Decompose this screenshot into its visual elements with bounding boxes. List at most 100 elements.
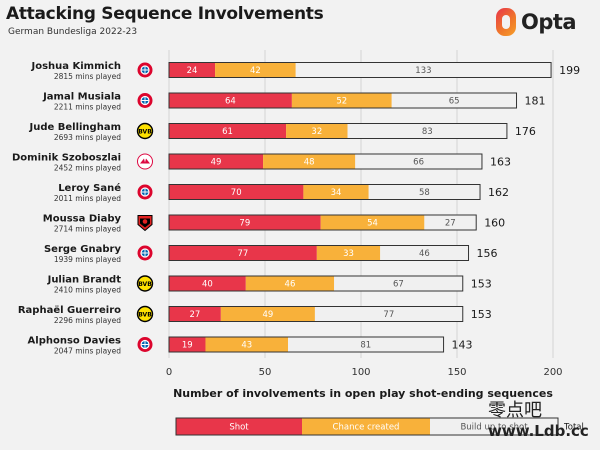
bayern-badge-icon	[137, 245, 153, 261]
opta-logo-icon	[496, 8, 516, 36]
bar-value-label: 66	[413, 158, 424, 168]
bayern-badge-icon	[137, 184, 153, 200]
bar-value-label: 79	[239, 219, 250, 229]
x-tick-label: 50	[259, 367, 272, 378]
bar-value-label: 54	[367, 219, 378, 229]
bar-segment-build-up	[424, 215, 477, 230]
opta-logo-text: Opta	[521, 10, 577, 34]
bayern-badge-icon	[137, 337, 153, 352]
legend-swatch	[430, 418, 558, 435]
bayern-badge-icon	[137, 93, 153, 108]
bar-outline	[168, 153, 483, 170]
player-name: Dominik Szoboszlai	[12, 153, 121, 164]
svg-text:BVB: BVB	[138, 129, 152, 136]
bar-value-label: 34	[331, 188, 342, 198]
dortmund-badge-icon: BVB	[136, 275, 154, 292]
bar-outline	[168, 306, 464, 322]
bar-outline	[168, 62, 552, 78]
bar-segment-build-up	[380, 245, 469, 261]
x-axis-label: Number of involvements in open play shot…	[173, 387, 553, 400]
bar-value-label: 33	[343, 249, 354, 259]
player-minutes: 2815 mins played	[54, 72, 121, 81]
bar-segment-shot	[169, 62, 216, 78]
bar-outline	[168, 275, 464, 292]
bar-segment-shot	[169, 276, 246, 291]
bar-value-label: 83	[422, 127, 433, 137]
legend-outline	[175, 417, 559, 436]
bar-segment-shot	[169, 215, 321, 230]
bar-segment-build-up	[391, 93, 517, 108]
bar-segment-build-up	[355, 154, 482, 169]
bar-value-label: 43	[241, 341, 252, 351]
legend-label: Shot	[229, 423, 249, 433]
bar-value-label: 40	[202, 280, 213, 290]
bar-total-label: 160	[484, 217, 505, 230]
bar-total-label: 163	[490, 156, 511, 169]
player-minutes: 2410 mins played	[54, 286, 121, 295]
bar-segment-build-up	[314, 306, 463, 322]
legend-label: Chance created	[333, 423, 400, 433]
legend-total-label: Total	[563, 423, 584, 433]
chart-title: Attacking Sequence Involvements	[6, 4, 324, 24]
bar-value-label: 48	[304, 158, 315, 168]
bar-value-label: 65	[449, 97, 460, 107]
player-name: Jude Bellingham	[28, 122, 121, 133]
chart-subtitle: German Bundesliga 2022-23	[8, 27, 138, 37]
bar-total-label: 162	[488, 186, 509, 199]
bar-total-label: 153	[471, 278, 492, 291]
bar-value-label: 58	[419, 188, 430, 198]
bar-value-label: 49	[262, 310, 273, 320]
bar-segment-shot	[169, 93, 292, 108]
bar-total-label: 181	[525, 95, 546, 108]
bar-outline	[168, 214, 477, 231]
bar-value-label: 133	[415, 66, 431, 76]
bar-segment-build-up	[295, 62, 552, 78]
bar-segment-shot	[169, 123, 287, 139]
legend-swatch	[176, 418, 302, 435]
svg-text:BVB: BVB	[138, 312, 152, 319]
bar-outline	[168, 123, 508, 139]
dortmund-badge-icon: BVB	[136, 305, 154, 323]
opta-logo: Opta	[496, 8, 577, 36]
bar-value-label: 81	[360, 341, 371, 351]
player-minutes: 2211 mins played	[54, 103, 121, 112]
legend-swatch	[302, 418, 430, 435]
bar-segment-chance-created	[291, 93, 392, 108]
bar-value-label: 70	[231, 188, 242, 198]
bar-outline	[168, 245, 470, 261]
bar-total-label: 156	[477, 247, 498, 260]
bar-total-label: 143	[452, 339, 473, 352]
x-tick-label: 200	[543, 367, 562, 378]
bar-value-label: 27	[190, 310, 201, 320]
player-minutes: 2693 mins played	[54, 133, 121, 142]
bar-segment-chance-created	[320, 215, 425, 230]
bar-value-label: 64	[225, 97, 236, 107]
leverkusen-badge-icon	[137, 215, 153, 232]
bar-value-label: 32	[311, 127, 322, 137]
player-name: Serge Gnabry	[44, 244, 122, 255]
bar-segment-build-up	[368, 184, 481, 200]
bar-segment-chance-created	[245, 276, 335, 291]
player-name: Alphonso Davies	[28, 336, 122, 347]
bar-value-label: 61	[222, 127, 233, 137]
legend-label: Build up to shot	[460, 423, 528, 433]
watermark-url: www.Ldb.cc	[488, 422, 589, 440]
bar-value-label: 49	[211, 158, 222, 168]
bar-segment-build-up	[334, 276, 463, 291]
bar-outline	[168, 184, 481, 200]
bar-segment-build-up	[288, 337, 444, 352]
bar-value-label: 77	[238, 249, 249, 259]
player-minutes: 2011 mins played	[54, 194, 121, 203]
bar-value-label: 24	[187, 66, 198, 76]
bar-segment-chance-created	[263, 154, 356, 169]
bayern-badge-icon	[137, 62, 153, 78]
player-name: Leroy Sané	[58, 182, 121, 194]
bar-segment-chance-created	[286, 123, 348, 139]
player-minutes: 2452 mins played	[54, 164, 121, 173]
bar-segment-shot	[169, 245, 317, 261]
bar-value-label: 19	[182, 341, 193, 351]
bar-segment-shot	[169, 184, 304, 200]
bar-segment-shot	[169, 306, 221, 322]
bar-value-label: 77	[383, 310, 394, 320]
